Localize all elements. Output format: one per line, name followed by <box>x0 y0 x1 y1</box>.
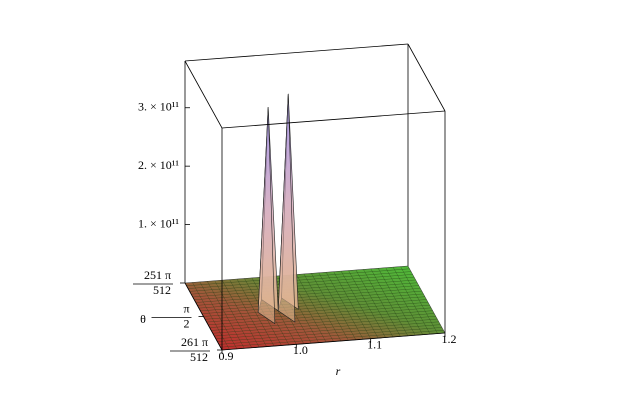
mesh-line <box>340 270 379 339</box>
z-tick-label: 3. × 10¹¹ <box>138 99 179 113</box>
fraction-denominator: 512 <box>190 350 208 364</box>
x-axis-label: r <box>336 364 341 378</box>
fraction-numerator: π <box>183 301 189 315</box>
mesh-line <box>392 267 431 335</box>
box-edge <box>184 43 409 62</box>
mesh-line <box>363 269 401 337</box>
fraction-numerator: 251 π <box>144 268 171 282</box>
mesh-line <box>348 270 386 338</box>
mesh-line <box>207 281 245 349</box>
peak <box>257 107 279 325</box>
peak-face <box>257 107 276 325</box>
y-tick-label: 261 π 512 <box>181 335 208 364</box>
fraction-denominator: 512 <box>153 283 171 297</box>
mesh-line <box>192 282 230 350</box>
mesh-line <box>355 269 394 338</box>
x-tick-label: 1.2 <box>442 332 457 346</box>
box-edge <box>221 332 446 351</box>
box-edge <box>407 43 446 112</box>
z-tick-label: 2. × 10¹¹ <box>138 158 179 172</box>
y-axis-label: θ <box>140 312 146 326</box>
mesh-line <box>229 279 267 347</box>
mesh-line <box>311 273 349 341</box>
peak-face <box>277 93 296 323</box>
box-edge <box>221 110 446 129</box>
y-tick-label: 251 π 512 <box>144 268 171 297</box>
x-tick-label: 1.0 <box>293 343 308 357</box>
mesh-line <box>370 268 409 336</box>
mesh-line <box>303 273 342 342</box>
mesh-line <box>333 271 371 339</box>
mesh-line <box>378 268 416 336</box>
mesh-line <box>296 274 334 342</box>
mesh-line <box>236 278 275 347</box>
fraction-denominator: 2 <box>184 316 190 330</box>
box-edge <box>184 60 223 129</box>
mesh-line <box>385 267 423 335</box>
mesh-line <box>326 272 364 340</box>
mesh-line <box>214 280 252 348</box>
mesh-line <box>318 272 357 340</box>
mesh-line <box>400 266 438 334</box>
peak <box>277 93 299 323</box>
x-tick-label: 0.9 <box>219 349 234 363</box>
x-tick-label: 1.1 <box>367 337 382 351</box>
mesh-line <box>199 281 238 349</box>
fraction-numerator: 261 π <box>181 335 208 349</box>
mesh-line <box>221 280 260 348</box>
z-tick-label: 1. × 10¹¹ <box>138 216 179 230</box>
